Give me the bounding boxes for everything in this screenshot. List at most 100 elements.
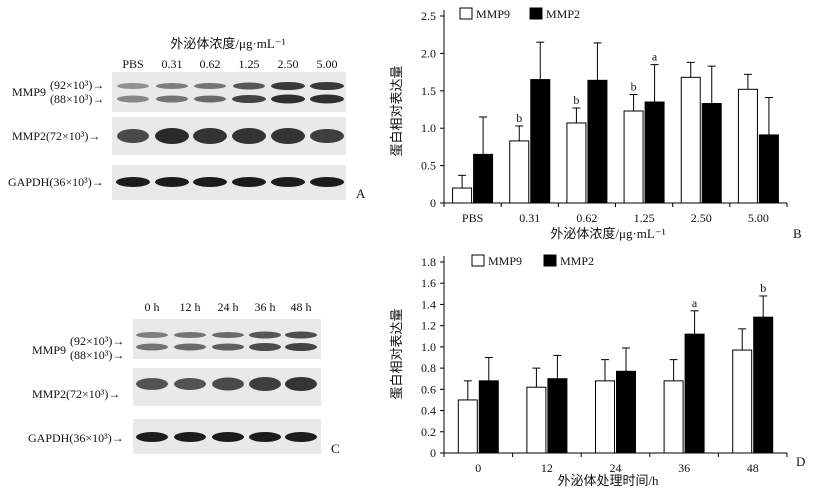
x-tick-label: PBS	[462, 211, 483, 225]
blot-a-lane: 5.00	[317, 57, 338, 71]
bar-mmp9	[457, 399, 478, 454]
bar-mmp2	[473, 153, 494, 204]
blot-a-header: 外泌体浓度/μg·mL⁻¹	[170, 36, 285, 51]
bar-mmp2	[616, 370, 636, 454]
y-tick-label: 0.2	[421, 425, 436, 439]
blot-a-mmp9-kda-upper: (92×10³)→	[50, 78, 104, 92]
x-tick-label: 2.50	[691, 211, 712, 225]
blot-c: 0 h 12 h 24 h 36 h 48 h	[28, 300, 340, 456]
panel-label-c: C	[331, 441, 340, 456]
y-tick-label: 1.0	[421, 121, 436, 135]
blot-c-lane: 12 h	[180, 300, 201, 314]
y-tick-label: 0.8	[421, 361, 436, 375]
legend-label: MMP2	[560, 254, 594, 268]
blot-a: 外泌体浓度/μg·mL⁻¹ PBS 0.31 0.62 1.25 2.50 5.…	[8, 36, 366, 201]
blot-c-mmp9-label: MMP9	[32, 343, 66, 357]
significance-marker: a	[652, 50, 658, 64]
blot-a-lane: 2.50	[278, 57, 299, 71]
significance-marker: b	[631, 80, 637, 94]
y-tick-label: 1.5	[421, 84, 436, 98]
y-tick-label: 1.2	[421, 319, 436, 333]
bar-mmp9	[732, 349, 753, 454]
bar-mmp2	[701, 103, 722, 204]
bar-mmp9	[526, 386, 547, 454]
blot-a-lane: 0.62	[200, 57, 221, 71]
blot-c-lane: 36 h	[255, 300, 276, 314]
legend-swatch-mmp9	[459, 7, 473, 20]
x-tick-label: 24	[610, 461, 622, 475]
x-tick-label: 36	[678, 461, 690, 475]
bar-mmp9	[452, 187, 473, 204]
bar-mmp2	[753, 316, 774, 454]
y-tick-label: 2.5	[421, 9, 436, 23]
blot-c-mmp9-strip	[133, 319, 321, 359]
panel-label-a: A	[356, 186, 366, 201]
y-tick-label: 0	[430, 196, 436, 210]
y-tick-label: 0	[430, 446, 436, 460]
bar-mmp2	[587, 79, 608, 204]
blot-a-lane: PBS	[122, 57, 143, 71]
blot-c-mmp9-bands	[136, 331, 317, 351]
blot-a-mmp9-label: MMP9	[12, 85, 46, 99]
significance-marker: b	[516, 111, 522, 125]
panel-label-d: D	[796, 454, 805, 469]
chart-b-ylabel: 蛋白相对表达量	[389, 65, 404, 156]
blot-c-gapdh-bands	[136, 432, 317, 442]
blot-a-lane: 0.31	[162, 57, 183, 71]
blot-c-gapdh-label: GAPDH(36×10³)→	[28, 431, 124, 445]
y-tick-label: 2.0	[421, 46, 436, 60]
blot-a-mmp2-bands	[117, 128, 344, 144]
y-tick-label: 1.8	[421, 255, 436, 269]
blot-c-mmp9-kda-upper: (92×10³)→	[70, 334, 124, 348]
legend-swatch-mmp2	[529, 7, 543, 20]
bar-mmp2	[530, 79, 551, 204]
blot-a-mmp9-kda-lower: (88×10³)→	[50, 92, 104, 106]
y-tick-label: 0.5	[421, 159, 436, 173]
blot-c-lane: 48 h	[291, 300, 312, 314]
legend-swatch-mmp2	[543, 254, 557, 267]
bar-mmp9	[663, 380, 684, 454]
chart-b: 蛋白相对表达量 外泌体浓度/μg·mL⁻¹ B 0 0.5 1.0 1.5 2.0 2.5…	[389, 7, 802, 241]
x-tick-label: 0.62	[576, 211, 597, 225]
x-tick-label: 1.25	[634, 211, 655, 225]
x-tick-label: 0.31	[519, 211, 540, 225]
blot-a-gapdh-strip	[112, 165, 346, 200]
bar-mmp9	[737, 88, 758, 204]
bar-mmp9	[509, 140, 530, 204]
blot-c-mmp2-label: MMP2(72×10³)→	[32, 387, 120, 401]
blot-a-mmp9-bands	[117, 82, 344, 104]
blot-a-mmp2-strip	[112, 117, 346, 155]
legend-swatch-mmp9	[471, 254, 485, 267]
bar-mmp2	[644, 101, 665, 204]
bar-mmp2	[478, 380, 499, 454]
blot-c-mmp2-bands	[136, 377, 317, 391]
y-tick-label: 1.0	[421, 340, 436, 354]
significance-marker: b	[573, 93, 579, 107]
blot-c-mmp9-kda-lower: (88×10³)→	[70, 348, 124, 362]
x-tick-label: 5.00	[748, 211, 769, 225]
chart-d-xlabel: 外泌体处理时间/h	[557, 473, 659, 488]
panel-label-b: B	[793, 226, 802, 241]
x-tick-label: 0	[475, 461, 481, 475]
y-tick-label: 0.4	[421, 404, 436, 418]
blot-a-gapdh-bands	[116, 177, 344, 187]
x-tick-label: 12	[541, 461, 553, 475]
bar-mmp2	[684, 333, 705, 454]
significance-marker: b	[760, 281, 766, 295]
x-tick-label: 48	[747, 461, 759, 475]
bar-mmp2	[547, 378, 568, 454]
y-tick-label: 1.6	[421, 276, 436, 290]
legend-label: MMP9	[488, 254, 522, 268]
legend-label: MMP2	[546, 7, 580, 21]
bar-mmp9	[566, 122, 587, 204]
blot-c-lane: 0 h	[145, 300, 160, 314]
chart-b-xlabel: 外泌体浓度/μg·mL⁻¹	[550, 226, 665, 241]
bar-mmp9	[680, 76, 701, 204]
legend-label: MMP9	[476, 7, 510, 21]
blot-a-mmp2-label: MMP2(72×10³)→	[12, 129, 100, 143]
blot-a-gapdh-label: GAPDH(36×10³)→	[8, 175, 104, 189]
y-tick-label: 1.4	[421, 297, 436, 311]
significance-marker: a	[692, 296, 698, 310]
blot-c-lane: 24 h	[218, 300, 239, 314]
